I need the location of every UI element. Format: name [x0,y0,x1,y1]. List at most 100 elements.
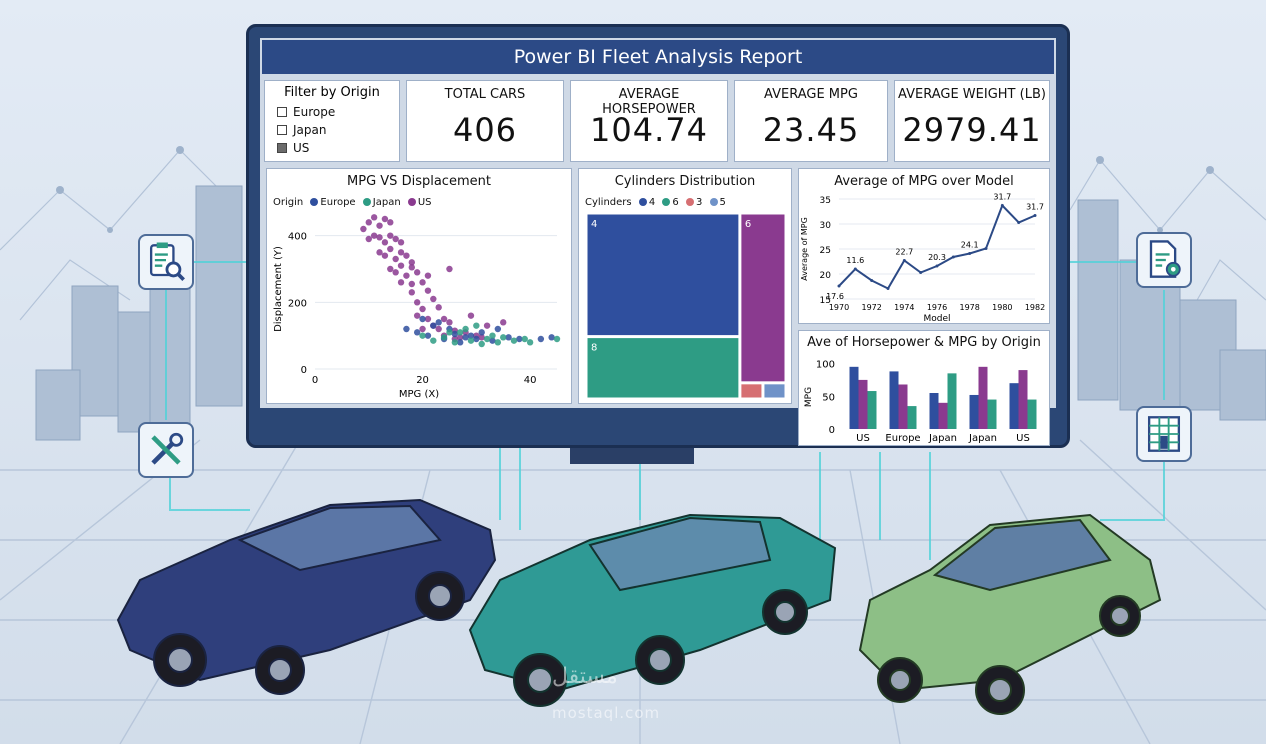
bar-teal[interactable] [1027,399,1037,429]
legend-swatch [310,198,319,206]
bar-blue[interactable] [929,393,939,429]
filter-title: Filter by Origin [284,85,380,100]
scatter-point-japan [440,334,448,341]
bar-blue[interactable] [1009,383,1019,429]
checkbox[interactable] [277,125,287,135]
scatter-point-us [483,322,491,329]
scatter-point-us [500,319,507,326]
scatter-point-us [408,264,415,271]
bar-blue[interactable] [969,394,979,429]
scatter-point-japan [457,329,464,336]
scatter-point-europe [537,335,545,343]
scatter-point-europe [494,325,502,333]
treemap-tile-cyl-5[interactable] [763,383,786,399]
bar-teal[interactable] [987,399,997,429]
scatter-point-us [424,272,432,279]
kpi-value: 2979.41 [902,111,1042,149]
scatter-visual[interactable]: MPG VS Displacement Origin Europe Japan … [266,168,572,404]
scatter-point-europe [505,334,512,341]
line-point [1017,221,1021,224]
scatter-point-us [397,239,405,246]
bar-purple[interactable] [858,379,868,429]
kpi-label: TOTAL CARS [444,87,526,102]
line-point [870,279,874,282]
data-label: 31.7 [993,193,1011,202]
line-plot: Average of MPG Model 15 20 25 30 35 1970 1972 1… [800,193,1045,324]
bar-teal[interactable] [907,406,917,429]
x-tick-label: 1978 [959,303,979,312]
bar-visual[interactable]: Ave of Horsepower & MPG by Origin MPG 0 5… [798,330,1050,446]
data-label: 24.1 [961,241,979,250]
filter-option-europe[interactable]: Europe [277,105,335,119]
scatter-point-us [403,272,410,279]
treemap-tile-cyl-8[interactable] [586,337,740,399]
legend-label: Japan [372,197,401,208]
scatter-point-us [381,215,389,223]
bar-purple[interactable] [1018,370,1028,429]
chart-legend: Origin Europe Japan US [273,197,432,208]
scatter-point-us [376,222,383,229]
filter-option-label: US [293,141,310,155]
treemap-tile-cyl-3[interactable] [740,383,763,399]
checkbox[interactable] [277,143,287,153]
bar-teal[interactable] [947,373,957,429]
x-tick-label: 1970 [829,303,849,312]
scatter-point-us [360,225,367,233]
x-tick-label: Japan [968,433,997,444]
line-point [837,284,841,288]
scatter-point-us [392,269,399,276]
kpi-total-cars: TOTAL CARS 406 [406,80,564,162]
scatter-point-europe [516,335,523,343]
y-tick-label: 25 [820,246,831,256]
scatter-point-europe [451,330,459,338]
line-visual[interactable]: Average of MPG over Model Average of MPG… [798,168,1050,324]
line-point [919,271,923,274]
legend-label: 5 [719,197,726,208]
scatter-point-us [424,287,432,294]
filter-slicer: Filter by Origin Europe Japan US [264,80,400,162]
wrench-screwdriver-icon [138,422,194,478]
chart-title: Average of MPG over Model [834,174,1014,189]
bar-purple[interactable] [938,402,948,429]
scatter-point-us [370,214,378,221]
report-title: Power BI Fleet Analysis Report [262,40,1054,74]
checkbox[interactable] [277,107,287,117]
bar-blue[interactable] [889,371,899,429]
monitor-stand [570,446,694,464]
bar-teal[interactable] [867,391,877,429]
scatter-point-us [435,304,442,311]
scatter-point-europe [548,334,555,341]
scatter-point-europe [435,319,442,326]
scatter-point-us [413,269,421,276]
scatter-point-us [408,289,415,296]
filter-option-japan[interactable]: Japan [277,123,326,137]
x-tick-label: 1980 [992,303,1012,312]
scatter-point-europe [424,332,432,339]
treemap-visual[interactable]: Cylinders Distribution Cylinders 4 6 3 5… [578,168,792,404]
kpi-label: AVERAGE MPG [764,87,858,102]
bar-purple[interactable] [898,384,908,429]
treemap-tile-cyl-6[interactable] [740,213,786,383]
scatter-point-us [430,295,437,303]
line-point [984,247,988,250]
x-tick-label: US [856,433,870,444]
scatter-point-us [376,249,383,256]
scatter-point-japan [467,337,475,344]
kpi-value: 23.45 [762,111,860,149]
treemap-tile-cyl-4[interactable] [586,213,740,337]
x-tick-label: 1974 [894,303,914,312]
filter-option-us[interactable]: US [277,141,309,155]
bar-blue[interactable] [849,366,859,429]
scatter-point-us [467,312,475,319]
scatter-point-us [408,280,415,288]
scatter-point-europe [473,335,480,343]
scatter-point-europe [478,329,485,336]
bar-purple[interactable] [978,366,988,429]
spreadsheet-icon [1136,406,1192,462]
scatter-plot: Displacement (Y) MPG (X) 0 200 400 0 20 40 [273,214,561,400]
kpi-label: AVERAGE WEIGHT (LB) [898,87,1046,102]
scatter-point-japan [553,335,561,343]
scatter-point-us [457,334,464,341]
scatter-point-us [397,279,405,286]
x-tick-label: 0 [312,375,318,386]
